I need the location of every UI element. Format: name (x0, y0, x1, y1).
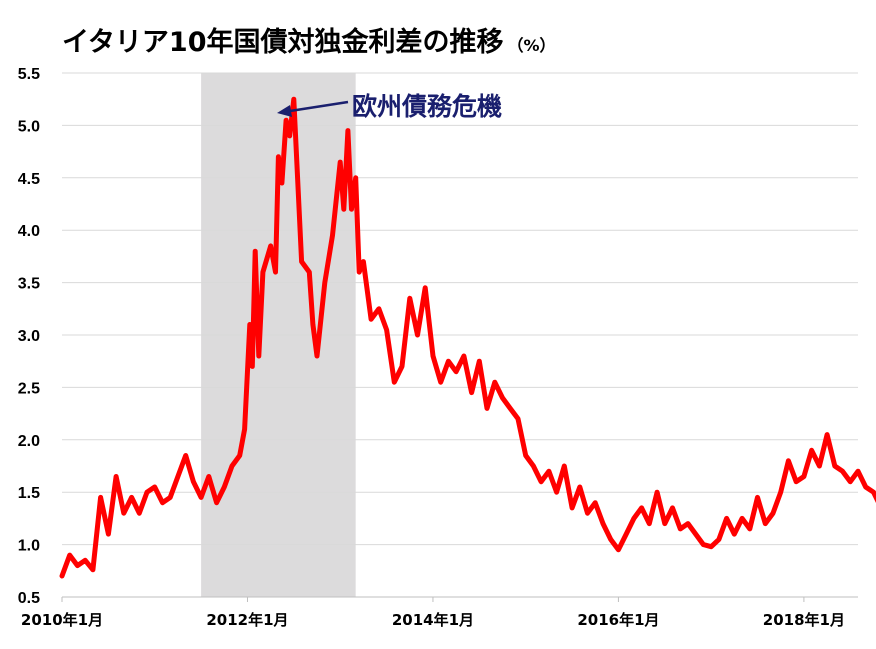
chart-unit: （%） (507, 36, 556, 55)
y-tick-label: 1.5 (18, 485, 40, 502)
y-tick-label: 3.0 (18, 328, 40, 345)
y-tick-label: 5.0 (18, 118, 40, 135)
y-tick-label: 3.5 (18, 276, 40, 293)
series-line (59, 96, 876, 579)
gridlines (62, 72, 858, 546)
y-tick-label: 2.0 (18, 433, 40, 450)
annotation-label: 欧州債務危機 (352, 92, 502, 121)
x-tick-label: 2010年1月 (21, 611, 103, 629)
axes: 0.5 1.0 1.5 2.0 2.5 3.0 3.5 4.0 4.5 5.0 5.5 2010年1月… (18, 66, 858, 629)
annotation-layer: 欧州債務危機 (277, 92, 502, 121)
chart-title: イタリア10年国債対独金利差の推移 （%） (62, 20, 556, 59)
y-tick-label: 4.0 (18, 223, 40, 240)
x-tick-label: 2018年1月 (763, 611, 845, 629)
y-tick-label: 4.5 (18, 171, 40, 188)
chart-title-text: イタリア10年国債対独金利差の推移 (62, 27, 504, 58)
y-tick-label: 1.0 (18, 538, 40, 555)
y-tick-label: 0.5 (18, 590, 40, 607)
y-tick-label: 2.5 (18, 380, 40, 397)
y-tick-label: 5.5 (18, 66, 40, 83)
x-tick-label: 2016年1月 (577, 611, 659, 629)
annotation-arrow (289, 100, 349, 113)
series-layer (59, 96, 876, 579)
x-tick-label: 2012年1月 (206, 611, 288, 629)
x-tick-label: 2014年1月 (392, 611, 474, 629)
annotation-arrowhead (277, 105, 292, 117)
